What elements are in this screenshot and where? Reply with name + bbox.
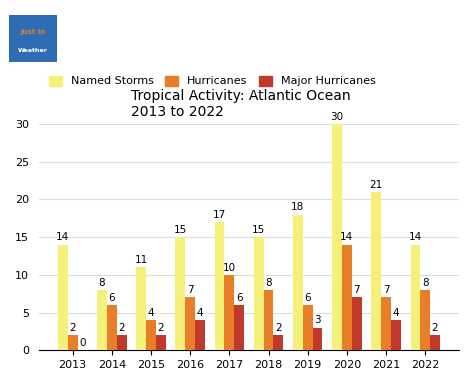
Text: 2: 2 [118,323,125,333]
Text: 21: 21 [370,180,383,190]
Bar [156,335,166,350]
Text: 6: 6 [109,293,115,303]
Text: 4: 4 [392,308,399,318]
Bar [430,335,440,350]
Text: 3: 3 [314,315,321,325]
Text: 17: 17 [213,210,226,220]
Text: 8: 8 [265,278,272,288]
Bar [312,328,322,350]
Text: 15: 15 [174,225,187,235]
Text: 2: 2 [275,323,282,333]
Text: 10: 10 [223,263,236,273]
Bar [420,290,430,350]
Text: 14: 14 [409,233,422,243]
Text: 14: 14 [340,233,354,243]
Text: 14: 14 [56,233,70,243]
Text: 30: 30 [330,112,344,122]
Bar [137,267,146,350]
Bar [342,245,352,350]
Text: 2: 2 [157,323,164,333]
Text: Weather: Weather [18,48,48,52]
Bar [352,298,362,350]
Text: 15: 15 [252,225,265,235]
Bar [68,335,78,350]
Text: 4: 4 [197,308,203,318]
Text: 18: 18 [291,202,304,212]
Bar [303,305,312,350]
Bar [215,222,225,350]
Bar [254,237,264,350]
Text: 0: 0 [79,338,86,348]
Text: 2: 2 [69,323,76,333]
Text: 6: 6 [236,293,242,303]
Text: 6: 6 [304,293,311,303]
Text: 8: 8 [422,278,428,288]
Bar [391,320,401,350]
Text: Tropical Activity: Atlantic Ocean
2013 to 2022: Tropical Activity: Atlantic Ocean 2013 t… [131,89,351,119]
Text: 7: 7 [383,285,389,295]
Text: 4: 4 [148,308,155,318]
Text: 8: 8 [99,278,105,288]
Text: 7: 7 [353,285,360,295]
Text: 7: 7 [187,285,193,295]
Bar [381,298,391,350]
Text: 2: 2 [432,323,438,333]
Legend: Named Storms, Hurricanes, Major Hurricanes: Named Storms, Hurricanes, Major Hurrican… [45,71,380,91]
Bar [97,290,107,350]
Bar [117,335,127,350]
Bar [332,124,342,350]
Bar [185,298,195,350]
Text: 11: 11 [135,255,148,265]
Bar [264,290,273,350]
Bar [410,245,420,350]
Bar [175,237,185,350]
Bar [195,320,205,350]
Bar [371,192,381,350]
Bar [293,214,303,350]
Bar [273,335,283,350]
Bar [58,245,68,350]
Bar [107,305,117,350]
Bar [146,320,156,350]
Bar [234,305,244,350]
Bar [225,275,234,350]
Text: Just In: Just In [20,28,46,35]
